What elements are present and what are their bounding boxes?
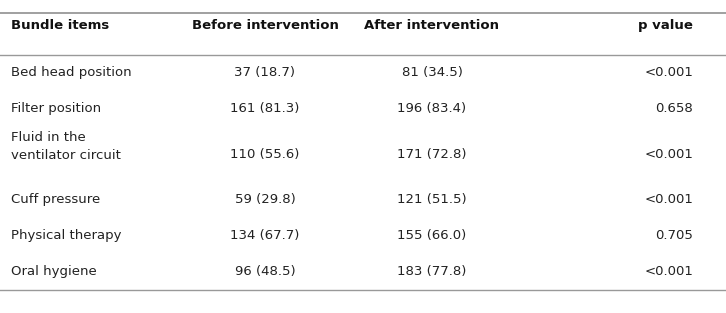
Text: Filter position: Filter position [11,102,101,115]
Text: <0.001: <0.001 [645,265,693,278]
Text: 196 (83.4): 196 (83.4) [397,102,467,115]
Text: <0.001: <0.001 [645,66,693,79]
Text: Before intervention: Before intervention [192,19,338,33]
Text: Bed head position: Bed head position [11,66,131,79]
Text: 59 (29.8): 59 (29.8) [234,193,295,206]
Text: 183 (77.8): 183 (77.8) [397,265,467,278]
Text: 121 (51.5): 121 (51.5) [397,193,467,206]
Text: 161 (81.3): 161 (81.3) [230,102,300,115]
Text: 81 (34.5): 81 (34.5) [401,66,462,79]
Text: After intervention: After intervention [364,19,499,33]
Text: Bundle items: Bundle items [11,19,109,33]
Text: <0.001: <0.001 [645,148,693,161]
Text: 37 (18.7): 37 (18.7) [234,66,295,79]
Text: 0.658: 0.658 [656,102,693,115]
Text: 171 (72.8): 171 (72.8) [397,148,467,161]
Text: 110 (55.6): 110 (55.6) [230,148,300,161]
Text: p value: p value [638,19,693,33]
Text: 96 (48.5): 96 (48.5) [234,265,295,278]
Text: Cuff pressure: Cuff pressure [11,193,100,206]
Text: <0.001: <0.001 [645,193,693,206]
Text: 155 (66.0): 155 (66.0) [397,229,467,242]
Text: Physical therapy: Physical therapy [11,229,121,242]
Text: Oral hygiene: Oral hygiene [11,265,97,278]
Text: 0.705: 0.705 [656,229,693,242]
Text: Fluid in the
ventilator circuit: Fluid in the ventilator circuit [11,131,121,162]
Text: 134 (67.7): 134 (67.7) [230,229,300,242]
